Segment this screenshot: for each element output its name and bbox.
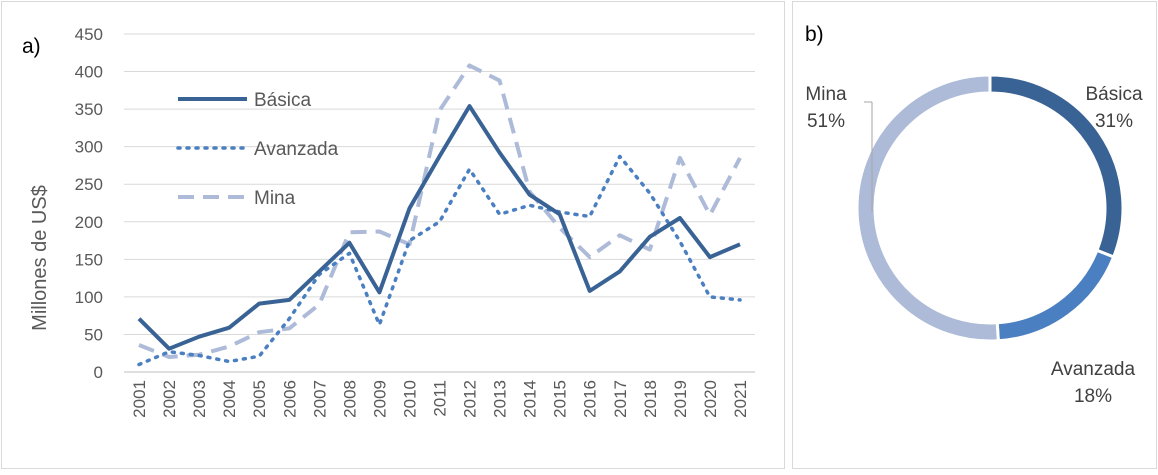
y-tick-label: 450 [75,25,103,44]
gridlines [124,33,755,373]
y-tick-label: 350 [75,100,103,119]
x-tick-labels: 2001 2002 2003 2004 2005 2006 2007 2008 2009 2010… [130,380,750,418]
donut-label-value: 51% [807,111,845,132]
y-tick-label: 50 [84,325,103,344]
panel-b-label: b) [805,23,824,46]
x-tick-label: 2011 [431,380,450,417]
x-tick-label: 2012 [461,380,480,418]
x-tick-label: 2014 [521,380,540,418]
y-tick-label: 400 [75,63,103,82]
y-axis-label: Millones de US$ [29,185,51,331]
legend: Básica Avanzada Mina [176,90,339,209]
donut-label-name: Mina [805,84,847,105]
x-tick-label: 2013 [491,380,510,418]
x-tick-label: 2010 [400,380,419,418]
y-tick-label: 300 [75,138,103,157]
series-lines [137,63,742,367]
x-tick-label: 2015 [551,380,570,418]
x-tick-label: 2007 [310,380,329,418]
y-tick-label: 100 [75,288,103,307]
donut-slice-mina [855,73,1000,343]
x-tick-label: 2002 [160,380,179,418]
y-tick-label: 250 [75,175,103,194]
x-tick-label: 2005 [250,380,269,418]
x-tick-label: 2020 [701,380,720,418]
donut-slices [855,73,1125,343]
series-line-mina [138,63,742,359]
x-tick-label: 2008 [340,380,359,418]
y-tick-label: 200 [75,213,103,232]
series-line-basica [137,104,741,351]
x-tick-label: 2009 [370,380,389,418]
y-tick-labels: 0 50 100 150 200 250 300 350 400 450 [75,25,103,382]
panel-a-label: a) [22,35,41,58]
donut-chart: Básica 31% Avanzada 18% Mina 51% [805,73,1143,407]
x-tick-label: 2021 [731,380,750,418]
donut-label-name: Básica [1085,84,1142,105]
legend-label: Mina [254,188,296,209]
x-tick-label: 2004 [220,380,239,418]
x-tick-label: 2016 [581,380,600,418]
x-tick-label: 2019 [671,380,690,418]
donut-label-name: Avanzada [1051,359,1136,380]
legend-label: Básica [254,90,311,111]
donut-labels: Básica 31% Avanzada 18% Mina 51% [805,84,1143,407]
x-tick-label: 2017 [611,380,630,418]
donut-label-value: 31% [1095,111,1133,132]
x-tick-label: 2003 [190,380,209,418]
y-tick-label: 150 [75,250,103,269]
x-tick-label: 2018 [641,380,660,418]
line-chart: 0 50 100 150 200 250 300 350 400 450 2001 2002 2003… [29,25,755,418]
x-tick-label: 2006 [280,380,299,418]
donut-label-value: 18% [1074,386,1112,407]
y-tick-label: 0 [94,363,103,382]
legend-label: Avanzada [254,139,339,160]
x-tick-label: 2001 [130,380,149,418]
